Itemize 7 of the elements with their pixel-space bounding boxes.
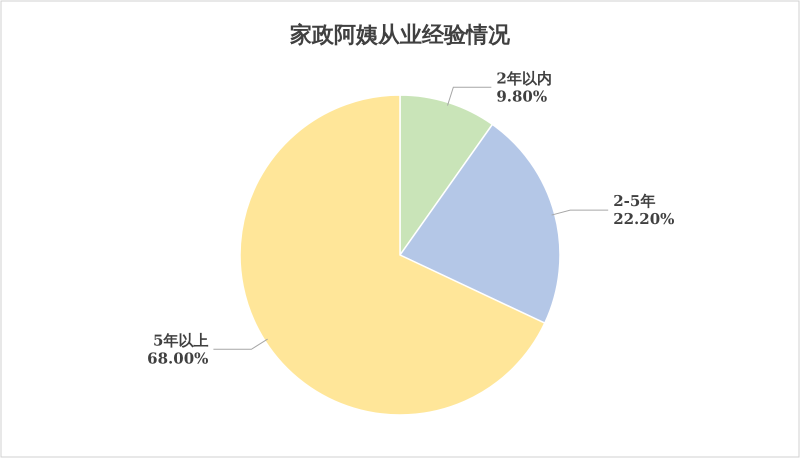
slice-label: 2年以内 xyxy=(496,69,552,88)
chart-title: 家政阿姨从业经验情况 xyxy=(289,22,511,48)
data-label: 68.00% xyxy=(147,349,208,368)
slice-label: 5年以上 xyxy=(152,331,208,350)
data-label: 22.20% xyxy=(613,210,674,228)
slice-label: 2-5年 xyxy=(613,192,656,210)
data-label: 9.80% xyxy=(496,87,548,106)
